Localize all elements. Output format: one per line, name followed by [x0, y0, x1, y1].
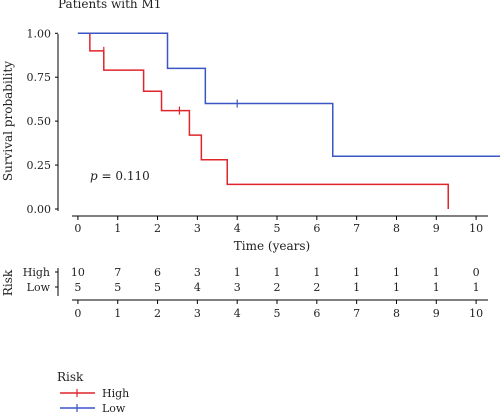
risk-count: 10: [71, 266, 85, 279]
x-tick-label: 1: [114, 222, 121, 235]
risk-count: 1: [274, 266, 281, 279]
x-tick-label: 5: [274, 222, 281, 235]
y-tick-label: 0.50: [27, 115, 52, 128]
risk-count: 6: [154, 266, 161, 279]
risk-count: 1: [473, 281, 480, 294]
risk-count: 1: [393, 281, 400, 294]
x-tick-label: 8: [393, 222, 400, 235]
legend-title: Risk: [57, 370, 84, 384]
risk-count: 5: [74, 281, 81, 294]
risk-x-tick-label: 1: [114, 307, 121, 320]
x-tick-label: 3: [194, 222, 201, 235]
risk-x-tick-label: 9: [433, 307, 440, 320]
y-tick-label: 0.00: [27, 203, 52, 216]
p-value-annotation: p = 0.110: [90, 169, 150, 183]
axis-ticks: 0.00 0.25 0.50 0.75 1.00 0 0 1 1 2 2 3 3 4 4 5 5 6 6 7 7 8 8 9 9…: [27, 27, 484, 320]
legend-label-low: Low: [102, 402, 126, 412]
risk-x-tick-label: 2: [154, 307, 161, 320]
risk-count: 1: [234, 266, 241, 279]
x-tick-label: 10: [469, 222, 483, 235]
risk-row-label: Low: [27, 281, 51, 294]
risk-count: 0: [473, 266, 480, 279]
x-tick-label: 2: [154, 222, 161, 235]
risk-count: 7: [114, 266, 121, 279]
chart-title: Patients with M1: [58, 0, 161, 11]
y-tick-label: 0.75: [27, 71, 52, 84]
survival-curves: [77, 32, 500, 209]
risk-x-tick-label: 7: [353, 307, 360, 320]
risk-count: 2: [274, 281, 281, 294]
risk-x-tick-label: 0: [74, 307, 81, 320]
risk-count: 1: [393, 266, 400, 279]
risk-count: 1: [313, 266, 320, 279]
x-tick-label: 6: [313, 222, 320, 235]
risk-count: 5: [114, 281, 121, 294]
risk-count: 3: [194, 266, 201, 279]
x-tick-label: 4: [234, 222, 241, 235]
risk-x-tick-label: 10: [469, 307, 483, 320]
p-value-symbol: p: [90, 169, 98, 183]
legend-label-high: High: [102, 387, 129, 400]
risk-count: 2: [313, 281, 320, 294]
risk-table-title: Risk: [1, 269, 15, 296]
risk-x-tick-label: 6: [313, 307, 320, 320]
survival-curve-low: [77, 32, 500, 158]
risk-count: 1: [353, 281, 360, 294]
risk-x-tick-label: 4: [234, 307, 241, 320]
x-axis-label: Time (years): [234, 239, 310, 253]
x-tick-label: 9: [433, 222, 440, 235]
survival-curve-high: [77, 32, 449, 209]
risk-count: 5: [154, 281, 161, 294]
y-tick-label: 1.00: [27, 27, 52, 40]
risk-count: 1: [353, 266, 360, 279]
x-tick-label: 0: [74, 222, 81, 235]
p-value-text: = 0.110: [98, 169, 150, 183]
risk-x-tick-label: 3: [194, 307, 201, 320]
legend: High Low: [60, 387, 129, 412]
risk-row-label: High: [23, 266, 50, 279]
risk-count: 4: [194, 281, 201, 294]
y-tick-label: 0.25: [27, 159, 52, 172]
x-tick-label: 7: [353, 222, 360, 235]
risk-x-tick-label: 5: [274, 307, 281, 320]
risk-count: 3: [234, 281, 241, 294]
risk-count: 1: [433, 281, 440, 294]
y-axis-label: Survival probability: [1, 61, 15, 181]
risk-count: 1: [433, 266, 440, 279]
risk-x-tick-label: 8: [393, 307, 400, 320]
